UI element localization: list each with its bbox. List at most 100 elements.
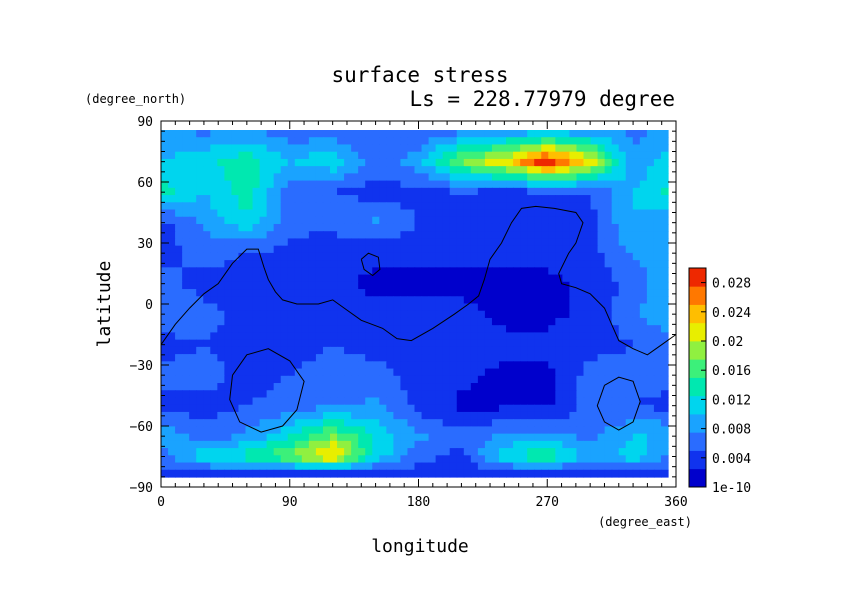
field-cell — [491, 158, 500, 167]
field-cell — [541, 173, 549, 182]
field-cell — [301, 310, 310, 319]
field-cell — [210, 303, 218, 312]
field-cell — [534, 238, 542, 247]
field-cell — [548, 223, 556, 232]
field-cell — [590, 216, 599, 225]
field-cell — [315, 462, 324, 471]
field-cell — [639, 433, 648, 442]
field-cell — [660, 281, 669, 290]
field-cell — [344, 426, 352, 435]
field-cell — [513, 166, 521, 174]
field-cell — [308, 361, 317, 370]
field-cell — [372, 368, 380, 377]
field-cell — [252, 274, 261, 283]
field-cell — [231, 404, 240, 413]
field-cell — [541, 303, 549, 312]
field-cell — [499, 223, 507, 232]
field-cell — [597, 448, 606, 456]
field-cell — [520, 202, 528, 211]
field-cell — [182, 267, 190, 276]
field-cell — [379, 151, 387, 160]
field-cell — [477, 310, 486, 319]
field-cell — [611, 426, 620, 435]
field-cell — [618, 383, 627, 391]
field-cell — [414, 310, 423, 319]
field-cell — [386, 346, 394, 355]
field-cell — [210, 238, 218, 247]
field-cell — [400, 137, 409, 146]
field-cell — [301, 346, 310, 355]
field-cell — [569, 223, 578, 232]
field-cell — [407, 144, 416, 153]
field-cell — [372, 137, 380, 146]
field-cell — [315, 440, 324, 449]
field-cell — [541, 223, 549, 232]
field-cell — [421, 180, 430, 189]
field-cell — [583, 281, 592, 290]
field-cell — [224, 455, 233, 464]
field-cell — [653, 383, 662, 391]
field-cell — [604, 166, 613, 174]
field-cell — [231, 260, 240, 268]
field-cell — [386, 325, 394, 334]
field-cell — [365, 180, 373, 189]
field-cell — [555, 426, 563, 435]
field-cell — [238, 195, 247, 203]
field-cell — [161, 397, 169, 406]
field-cell — [358, 267, 366, 276]
field-cell — [484, 346, 493, 355]
field-cell — [414, 448, 423, 456]
field-cell — [217, 368, 225, 377]
field-cell — [379, 260, 387, 268]
field-cell — [238, 144, 247, 153]
field-cell — [400, 238, 409, 247]
field-cell — [653, 260, 662, 268]
field-cell — [513, 448, 521, 456]
field-cell — [597, 332, 606, 341]
field-cell — [569, 455, 578, 464]
field-cell — [506, 180, 514, 189]
field-cell — [583, 274, 592, 283]
field-cell — [224, 462, 233, 471]
field-cell — [562, 469, 571, 478]
field-cell — [555, 390, 563, 399]
field-cell — [322, 296, 331, 305]
field-cell — [583, 433, 592, 442]
field-cell — [513, 339, 521, 348]
field-cell — [175, 166, 183, 174]
field-cell — [322, 433, 331, 442]
field-cell — [259, 245, 268, 254]
field-cell — [520, 238, 528, 247]
field-cell — [506, 354, 514, 362]
field-cell — [217, 448, 225, 456]
field-cell — [583, 231, 592, 240]
field-cell — [189, 411, 197, 420]
field-cell — [231, 455, 240, 464]
field-cell — [182, 223, 190, 232]
field-cell — [534, 346, 542, 355]
field-cell — [576, 267, 585, 276]
field-cell — [625, 166, 634, 174]
field-cell — [168, 296, 176, 305]
field-cell — [541, 151, 549, 160]
field-cell — [442, 332, 451, 341]
field-cell — [576, 361, 585, 370]
field-cell — [252, 332, 261, 341]
field-cell — [330, 173, 338, 182]
field-cell — [266, 383, 275, 391]
field-cell — [407, 375, 416, 384]
field-cell — [632, 151, 641, 160]
field-cell — [442, 455, 451, 464]
field-cell — [273, 397, 282, 406]
field-cell — [442, 390, 451, 399]
field-cell — [196, 231, 204, 240]
field-cell — [252, 383, 261, 391]
field-cell — [646, 469, 655, 478]
field-cell — [513, 202, 521, 211]
field-cell — [611, 274, 620, 283]
field-cell — [337, 296, 345, 305]
field-cell — [428, 137, 437, 146]
field-cell — [294, 354, 303, 362]
field-cell — [189, 368, 197, 377]
field-cell — [484, 354, 493, 362]
